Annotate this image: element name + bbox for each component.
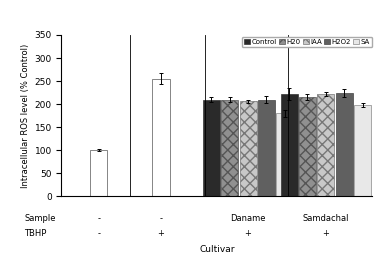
Text: -: -	[97, 214, 100, 223]
Bar	[203, 100, 220, 196]
Bar	[258, 100, 275, 196]
Bar	[240, 101, 257, 196]
Bar	[152, 79, 169, 196]
Text: TBHP: TBHP	[24, 229, 46, 238]
Text: Sample: Sample	[24, 214, 56, 223]
Y-axis label: Intracellular ROS level (% Control): Intracellular ROS level (% Control)	[21, 44, 30, 188]
Bar	[276, 113, 293, 196]
Bar	[221, 100, 238, 196]
Text: +: +	[245, 229, 252, 238]
Bar	[281, 94, 298, 196]
Text: Cultivar: Cultivar	[199, 245, 235, 254]
Text: -: -	[159, 214, 162, 223]
Text: Samdachal: Samdachal	[303, 214, 349, 223]
Text: Daname: Daname	[230, 214, 266, 223]
Bar	[317, 94, 334, 196]
Bar	[336, 93, 353, 196]
Text: -: -	[97, 229, 100, 238]
Bar	[299, 97, 316, 196]
Legend: Control, H20, IAA, H2O2, SA: Control, H20, IAA, H2O2, SA	[242, 37, 372, 47]
Bar	[354, 105, 371, 196]
Bar	[90, 150, 107, 196]
Text: +: +	[323, 229, 329, 238]
Text: +: +	[157, 229, 164, 238]
